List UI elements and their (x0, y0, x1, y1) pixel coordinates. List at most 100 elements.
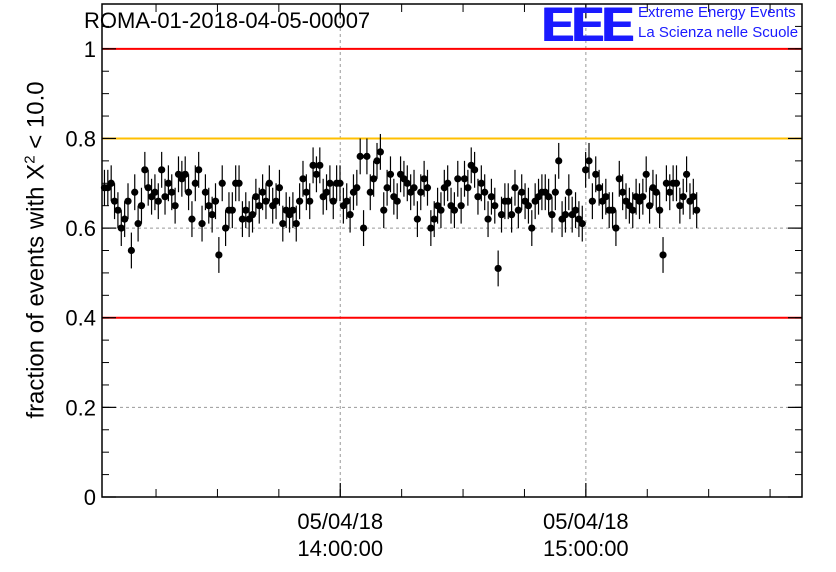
data-point (514, 206, 522, 214)
data-point (561, 211, 570, 219)
data-point (373, 157, 381, 165)
data-point (571, 206, 580, 214)
data-point (151, 188, 159, 196)
data-point (437, 206, 445, 214)
data-point (181, 170, 189, 178)
data-point (662, 179, 670, 187)
data-point (548, 211, 556, 219)
data-point (353, 184, 361, 192)
data-point (272, 197, 280, 205)
data-point (393, 197, 401, 205)
data-point (423, 184, 432, 192)
data-point (117, 224, 125, 232)
y-ticks: 0 0.2 0.4 0.6 0.8 1 (65, 3, 802, 510)
data-point (296, 197, 304, 205)
data-point (491, 202, 499, 210)
data-point (430, 215, 438, 223)
y-axis-label-prefix: fraction of events with (22, 179, 50, 419)
data-point (615, 175, 623, 183)
data-point (302, 188, 310, 196)
data-point (137, 202, 146, 210)
data-point (211, 197, 220, 205)
data-point (518, 188, 526, 196)
data-point (652, 188, 660, 196)
data-point (141, 166, 149, 174)
data-point (602, 193, 610, 201)
data-point (188, 215, 196, 223)
data-point (121, 215, 129, 223)
data-point (578, 220, 586, 228)
data-point (356, 152, 364, 160)
x-tick-label-time: 14:00:00 (297, 536, 383, 561)
data-point (511, 184, 519, 192)
y-axis-label-suffix: < 10.0 (22, 81, 50, 156)
data-point (592, 170, 600, 178)
data-point (565, 188, 573, 196)
data-point (289, 206, 297, 214)
data-point (370, 175, 378, 183)
data-point (124, 197, 132, 205)
data-point (343, 197, 351, 205)
data-point (154, 197, 162, 205)
data-point (484, 215, 492, 223)
data-point (386, 170, 395, 178)
data-point (131, 188, 139, 196)
data-point (168, 188, 176, 196)
data-point (346, 211, 354, 219)
data-point (528, 224, 536, 232)
data-point (322, 188, 331, 196)
y-tick-label: 0 (84, 485, 96, 510)
data-point (497, 211, 506, 219)
data-point (326, 179, 334, 187)
data-point (672, 179, 681, 187)
data-point (639, 193, 647, 201)
data-point (134, 220, 142, 228)
data-point (477, 179, 485, 187)
data-point (470, 166, 479, 174)
data-point (198, 220, 206, 228)
data-point (450, 206, 459, 214)
data-point (221, 224, 230, 232)
data-point (248, 211, 257, 219)
data-point (336, 179, 344, 187)
reference-lines (102, 47, 802, 319)
data-point (555, 157, 563, 165)
data-point (504, 197, 512, 205)
x-tick-label-date: 05/04/18 (543, 509, 629, 534)
data-point (201, 188, 210, 196)
data-point (171, 202, 179, 210)
data-point (595, 184, 603, 192)
data-point (255, 202, 263, 210)
y-tick-label: 0.4 (65, 306, 96, 331)
data-point (588, 197, 596, 205)
data-point (279, 220, 287, 228)
data-point (420, 175, 428, 183)
data-point (444, 179, 452, 187)
y-tick-label: 1 (84, 37, 96, 62)
y-axis-label-sup: 2 (21, 155, 39, 164)
data-point (262, 197, 270, 205)
data-point (312, 170, 321, 178)
data-point (682, 170, 691, 178)
data-point (265, 179, 273, 187)
data-point (656, 206, 664, 214)
data-point (474, 193, 482, 201)
data-point (309, 161, 317, 169)
data-point (144, 184, 152, 192)
data-point (292, 220, 300, 228)
data-point (679, 193, 687, 201)
logo-mark: EEE (542, 0, 634, 52)
data-point (161, 193, 169, 201)
data-point (164, 179, 172, 187)
data-point (275, 184, 284, 192)
data-point (585, 157, 593, 165)
data-point (114, 206, 122, 214)
y-tick-label: 0.6 (65, 216, 96, 241)
data-point (299, 175, 307, 183)
data-point (524, 202, 533, 210)
data-point (666, 188, 674, 196)
data-point (693, 206, 701, 214)
plot-frame (101, 3, 803, 498)
